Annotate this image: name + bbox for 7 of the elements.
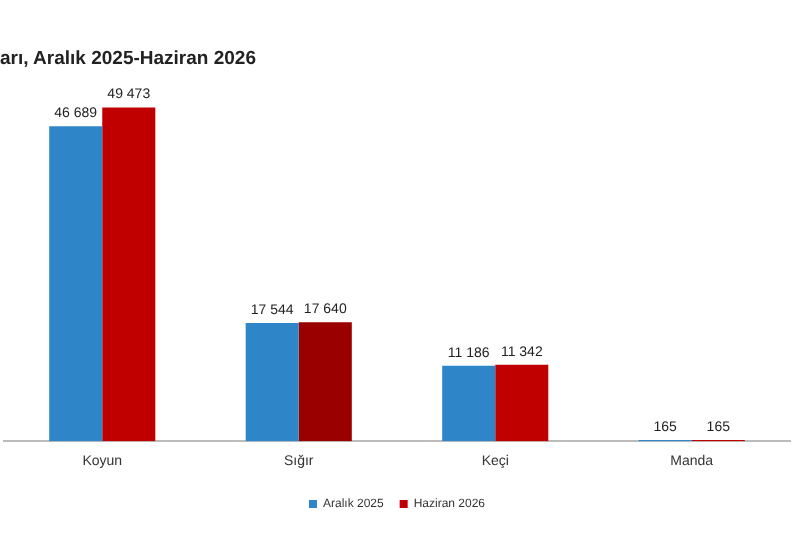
chart-title: arı, Aralık 2025-Haziran 2026 — [0, 48, 256, 70]
bar — [298, 322, 352, 442]
bar — [495, 364, 549, 442]
bar — [442, 365, 496, 442]
bar — [49, 126, 103, 442]
bar — [245, 322, 299, 442]
bar — [102, 107, 156, 442]
